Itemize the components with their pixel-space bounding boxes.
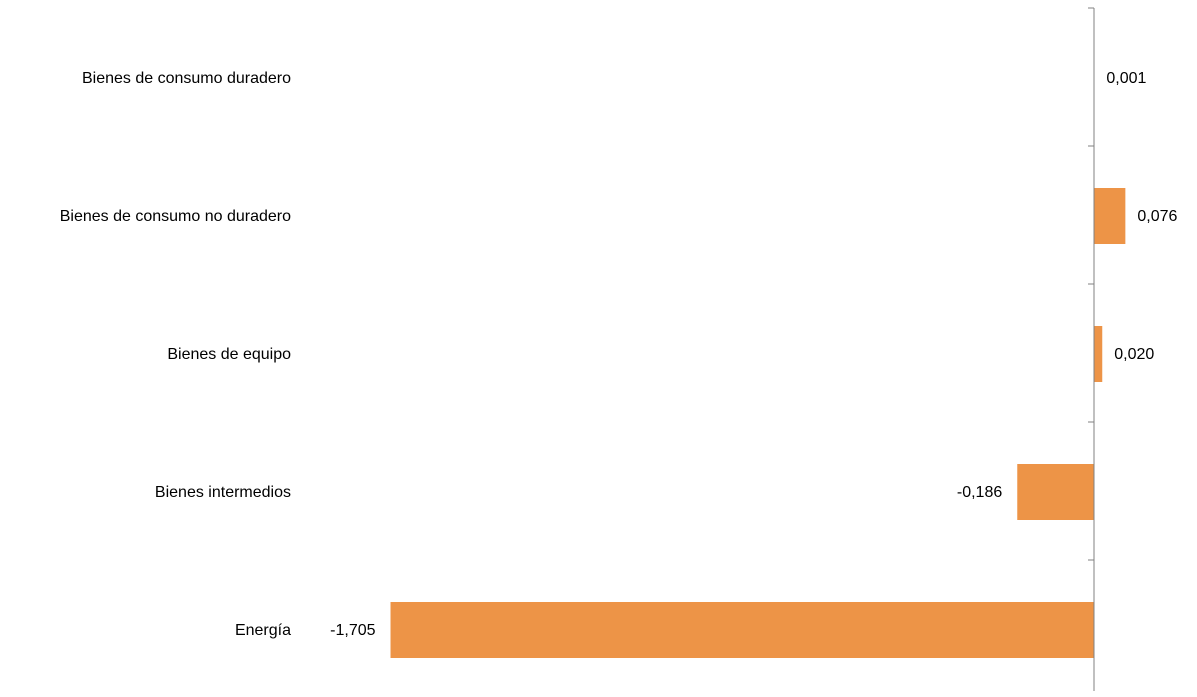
category-label: Bienes de consumo duradero xyxy=(82,70,291,87)
data-label: 0,020 xyxy=(1114,346,1154,363)
category-label: Energía xyxy=(235,622,291,639)
category-label: Bienes de equipo xyxy=(167,346,291,363)
bar xyxy=(1094,188,1126,244)
bar xyxy=(390,602,1095,658)
data-label: -1,705 xyxy=(330,622,375,639)
bar xyxy=(1017,464,1094,520)
bars-layer xyxy=(390,50,1126,658)
labels-layer: Bienes de consumo duradero 0,001 Bienes de… xyxy=(60,70,1178,639)
data-label: 0,076 xyxy=(1137,208,1177,225)
data-label: -0,186 xyxy=(957,484,1002,501)
category-label: Bienes intermedios xyxy=(155,484,291,501)
bar xyxy=(1094,326,1103,382)
axis-layer xyxy=(1088,7,1095,691)
data-label: 0,001 xyxy=(1106,70,1146,87)
category-label: Bienes de consumo no duradero xyxy=(60,208,291,225)
